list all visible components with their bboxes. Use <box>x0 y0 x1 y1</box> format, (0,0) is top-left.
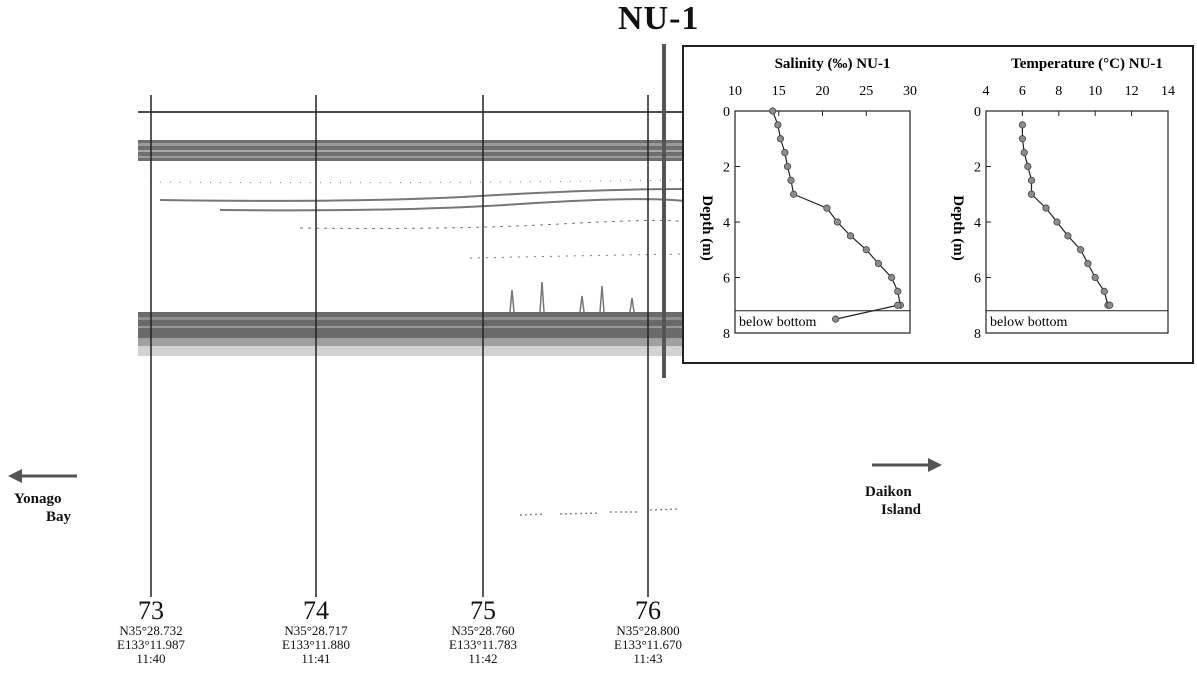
direction-left-line2: Bay <box>46 509 72 525</box>
profile-point <box>776 135 785 143</box>
profile-point <box>1064 232 1072 240</box>
profile-point <box>832 315 840 323</box>
station-number: 74 <box>303 596 329 625</box>
profile-point <box>1084 260 1092 268</box>
station-longitude: E133°11.987 <box>117 637 185 652</box>
x-tick-label: 10 <box>728 84 742 99</box>
y-tick-label: 8 <box>974 327 981 342</box>
station-latitude: N35°28.760 <box>451 623 515 638</box>
bottom-band <box>138 281 685 356</box>
profile-point <box>790 190 798 198</box>
profile-point <box>874 260 883 268</box>
x-tick-label: 30 <box>903 84 917 99</box>
profile-point <box>783 162 792 171</box>
station-time: 11:41 <box>301 651 331 666</box>
profile-point <box>1053 218 1061 226</box>
y-axis-label: Depth (m) <box>699 195 715 260</box>
salinity-profile: Salinity (‰) NU-1 10 15 20 25 30 0 2 4 6 8 Depth (m… <box>699 56 917 342</box>
profile-point <box>1020 149 1028 157</box>
profile-point <box>1018 135 1027 143</box>
profile-point <box>1106 301 1114 309</box>
station-mark-lines <box>150 95 649 597</box>
profile-point <box>894 287 902 295</box>
station-longitude: E133°11.783 <box>449 637 517 652</box>
profile-point <box>888 273 896 282</box>
station-number: 75 <box>470 596 496 625</box>
arrow-right-icon <box>872 458 942 472</box>
station-number: 73 <box>138 596 164 625</box>
x-tick-label: 8 <box>1055 84 1062 99</box>
direction-right-line2: Island <box>881 502 922 518</box>
x-tick-label: 25 <box>859 84 873 99</box>
temperature-profile: Temperature (°C) NU-1 4 6 8 10 12 14 0 2 4 6 8 Depth… <box>950 56 1175 342</box>
scattering-layers <box>149 179 686 259</box>
station-time: 11:40 <box>136 651 166 666</box>
station-mark-label: 76 N35°28.800 E133°11.670 11:43 <box>598 598 698 666</box>
x-tick-label: 10 <box>1088 84 1102 99</box>
profiles-inset <box>682 45 1194 364</box>
direction-right-line1: Daikon <box>865 484 912 500</box>
panel-title: Temperature (°C) NU-1 <box>1011 56 1163 72</box>
profile-point <box>1027 190 1036 198</box>
y-tick-label: 0 <box>723 105 730 120</box>
bottom-label: below bottom <box>739 315 816 330</box>
profile-point <box>846 232 855 240</box>
profile-point <box>1077 246 1085 254</box>
x-tick-label: 6 <box>1019 84 1026 99</box>
station-longitude: E133°11.670 <box>614 637 682 652</box>
y-tick-label: 8 <box>723 327 730 342</box>
station-time: 11:43 <box>633 651 663 666</box>
station-number: 76 <box>635 596 661 625</box>
station-latitude: N35°28.717 <box>284 623 348 638</box>
station-time: 11:42 <box>468 651 498 666</box>
profile-point <box>823 204 831 212</box>
direction-left-line1: Yonago <box>14 491 62 507</box>
station-latitude: N35°28.800 <box>616 623 680 638</box>
x-tick-label: 12 <box>1125 84 1139 99</box>
y-tick-label: 0 <box>974 105 981 120</box>
profile-point <box>862 246 870 254</box>
profile-point <box>1091 273 1099 282</box>
profile-point <box>833 218 841 226</box>
y-tick-label: 4 <box>974 216 981 231</box>
station-latitude: N35°28.732 <box>119 623 183 638</box>
profile-point <box>1024 162 1032 171</box>
arrow-left-icon <box>8 469 77 483</box>
x-tick-label: 4 <box>983 84 990 99</box>
panel-title: Salinity (‰) NU-1 <box>775 56 891 72</box>
station-mark-label: 74 N35°28.717 E133°11.880 11:41 <box>266 598 366 666</box>
y-tick-label: 6 <box>723 272 730 287</box>
y-tick-label: 6 <box>974 272 981 287</box>
station-longitude: E133°11.880 <box>282 637 350 652</box>
profile-point <box>787 176 795 184</box>
x-tick-label: 15 <box>772 84 786 99</box>
y-tick-label: 2 <box>974 161 981 176</box>
y-tick-label: 2 <box>723 161 730 176</box>
profile-point <box>769 107 777 115</box>
y-tick-label: 4 <box>723 216 730 231</box>
station-mark-label: 75 N35°28.760 E133°11.783 11:42 <box>433 598 533 666</box>
profile-point <box>894 301 902 309</box>
direction-right-label: Daikon Island <box>865 483 921 519</box>
site-label: NU-1 <box>618 0 700 37</box>
surface-band <box>138 140 685 161</box>
profile-point <box>774 121 782 129</box>
station-mark-label: 73 N35°28.732 E133°11.987 11:40 <box>101 598 201 666</box>
profile-point <box>1042 204 1050 212</box>
profile-point <box>1027 176 1036 184</box>
y-axis-label: Depth (m) <box>950 195 966 260</box>
fish-school-trace <box>519 508 681 516</box>
x-tick-label: 20 <box>816 84 830 99</box>
direction-left-label: Yonago Bay <box>14 490 71 526</box>
profile-point <box>1100 287 1108 295</box>
profile-point <box>781 149 789 157</box>
x-tick-label: 14 <box>1161 84 1175 99</box>
bottom-label: below bottom <box>990 315 1067 330</box>
profile-point <box>1018 121 1027 129</box>
